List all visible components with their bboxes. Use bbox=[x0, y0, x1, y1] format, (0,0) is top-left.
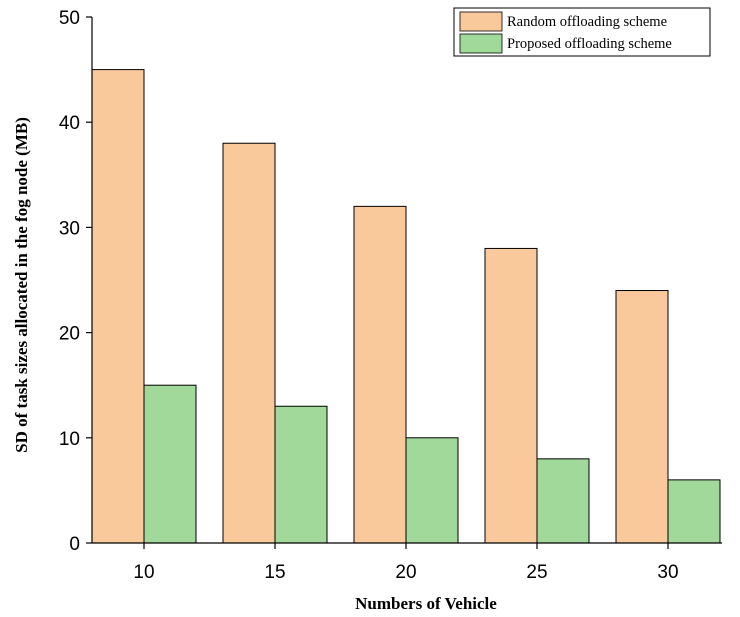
bar-proposed-30 bbox=[667, 479, 721, 544]
bar-random-25 bbox=[484, 247, 538, 544]
x-axis-title: Numbers of Vehicle bbox=[355, 594, 497, 613]
bars-group bbox=[91, 69, 721, 544]
y-tick-label: 20 bbox=[59, 324, 80, 345]
y-tick-label: 30 bbox=[59, 218, 80, 239]
bar-random-15 bbox=[222, 142, 276, 544]
bar-random-30 bbox=[615, 290, 669, 544]
x-tick-label-30: 30 bbox=[657, 562, 678, 583]
y-tick-label: 40 bbox=[59, 113, 80, 134]
y-tick-label: 10 bbox=[59, 429, 80, 450]
y-axis-title: SD of task sizes allocated in the fog no… bbox=[12, 117, 31, 453]
bar-proposed-10 bbox=[143, 384, 197, 544]
legend-label-proposed: Proposed offloading scheme bbox=[507, 36, 672, 52]
bar-proposed-15 bbox=[274, 405, 328, 544]
x-ticks-group: 10 15 20 25 30 bbox=[133, 543, 679, 583]
x-tick-label-25: 25 bbox=[526, 562, 547, 583]
bar-random-10 bbox=[91, 69, 145, 544]
legend: Random offloading scheme Proposed offloa… bbox=[453, 7, 711, 57]
legend-swatch-proposed bbox=[459, 33, 503, 54]
y-tick-label: 0 bbox=[69, 534, 80, 555]
y-tick-label: 50 bbox=[59, 8, 80, 29]
bar-proposed-25 bbox=[536, 458, 590, 544]
axes-group bbox=[91, 17, 722, 544]
y-ticks-group: 0 10 20 30 40 50 bbox=[59, 8, 92, 555]
x-tick-label-10: 10 bbox=[133, 562, 154, 583]
legend-swatch-random bbox=[459, 11, 503, 32]
x-tick-label-15: 15 bbox=[264, 562, 285, 583]
legend-label-random: Random offloading scheme bbox=[507, 14, 667, 30]
x-tick-label-20: 20 bbox=[395, 562, 416, 583]
bar-random-20 bbox=[353, 205, 407, 544]
bar-proposed-20 bbox=[405, 437, 459, 544]
